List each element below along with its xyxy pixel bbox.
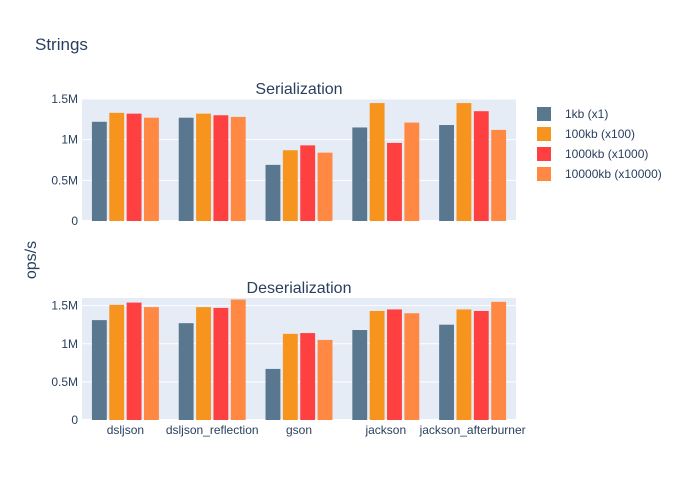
legend-swatch-1	[537, 127, 551, 141]
bar-1-1-4	[456, 309, 472, 420]
bar-0-1-0	[109, 112, 125, 221]
y-tick-label: 1M	[61, 337, 78, 351]
bar-1-3-2	[317, 339, 333, 420]
bar-0-1-3	[369, 103, 385, 221]
bar-0-2-2	[300, 145, 316, 221]
legend-label-2: 1000kb (x1000)	[565, 147, 648, 161]
bar-0-3-1	[230, 116, 246, 221]
bar-1-3-0	[144, 307, 159, 420]
legend-swatch-0	[537, 107, 551, 121]
bar-1-0-3	[352, 330, 368, 420]
bar-1-2-0	[126, 302, 142, 420]
y-axis-label: ops/s	[23, 241, 40, 279]
y-tick-label: 1M	[61, 133, 78, 147]
bar-1-1-3	[369, 310, 385, 420]
bar-0-1-1	[196, 113, 211, 221]
bar-0-1-2	[282, 150, 298, 221]
legend[interactable]: 1kb (x1) 100kb (x100) 1000kb (x1000) 10000k…	[537, 107, 662, 181]
bar-1-1-2	[282, 333, 298, 420]
y-tick-label: 1.5M	[51, 299, 78, 313]
bar-0-2-4	[473, 111, 489, 221]
bar-1-3-4	[491, 301, 507, 420]
bar-1-1-0	[109, 304, 125, 420]
bar-1-2-4	[473, 310, 489, 420]
bar-0-2-1	[213, 115, 229, 221]
bar-0-3-4	[491, 129, 507, 221]
y-tick-label: 0	[71, 413, 78, 427]
bar-0-2-0	[126, 113, 142, 221]
bar-0-0-0	[91, 121, 107, 221]
bar-0-0-3	[352, 127, 368, 221]
y-tick-label: 1.5M	[51, 92, 78, 106]
bar-1-3-1	[230, 299, 246, 420]
y-tick-label: 0.5M	[51, 375, 78, 389]
legend-swatch-2	[537, 147, 551, 161]
bar-0-3-3	[404, 122, 420, 221]
subplot-title-1: Deserialization	[247, 280, 352, 297]
x-tick-label: jackson	[364, 423, 406, 437]
bar-1-2-2	[300, 333, 316, 420]
chart-title: Strings	[35, 35, 88, 54]
x-tick-label: dsljson_reflection	[166, 423, 259, 437]
bar-0-0-4	[439, 125, 454, 221]
bar-1-0-0	[91, 320, 107, 420]
bar-1-0-2	[265, 368, 281, 420]
bar-0-0-1	[178, 117, 194, 221]
subplot-title-0: Serialization	[255, 81, 342, 98]
bar-1-2-1	[213, 307, 229, 420]
legend-label-0: 1kb (x1)	[565, 107, 608, 121]
x-tick-label: gson	[286, 423, 312, 437]
bar-1-2-3	[387, 309, 402, 420]
bar-1-0-1	[178, 323, 194, 420]
bar-0-3-0	[144, 117, 159, 221]
bar-1-1-1	[196, 307, 211, 420]
bar-0-2-3	[387, 142, 402, 221]
x-tick-label: dsljson	[107, 423, 144, 437]
legend-label-3: 10000kb (x10000)	[565, 167, 662, 181]
x-tick-label: jackson_afterburner	[419, 423, 526, 437]
legend-label-1: 100kb (x100)	[565, 127, 635, 141]
bar-1-0-4	[439, 324, 454, 420]
legend-swatch-3	[537, 167, 551, 181]
bar-0-0-2	[265, 164, 281, 221]
bar-1-3-3	[404, 313, 420, 420]
plots-area: Serialization 0 0.5M 1M 1.5M Deserialization 0…	[51, 81, 525, 437]
y-tick-label: 0	[71, 214, 78, 228]
bar-0-1-4	[456, 103, 472, 221]
bar-0-3-2	[317, 152, 333, 221]
y-tick-label: 0.5M	[51, 173, 78, 187]
